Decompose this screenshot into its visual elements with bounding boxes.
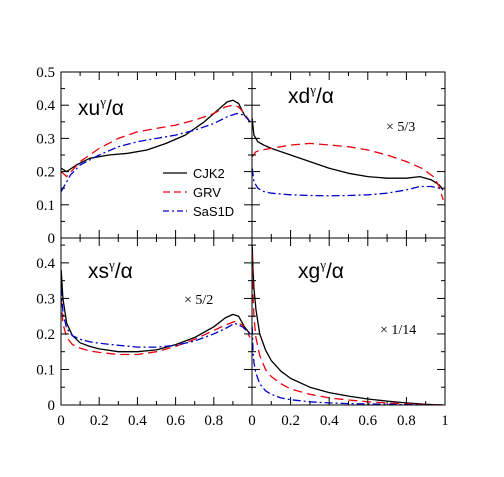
curve-xu-cjk2: [61, 99, 251, 173]
panel-label-sup: γ: [319, 257, 326, 272]
curve-xd-sas1d: [252, 168, 444, 197]
curve-xg-cjk2: [252, 245, 444, 405]
x-tick-label-xg: 1: [441, 413, 449, 429]
panel-label-xs: xsγ/α: [88, 257, 133, 283]
panel-label-main: xu: [78, 97, 100, 120]
panel-label-main: xs: [88, 260, 109, 283]
y-tick-label-xs: 0.2: [36, 327, 55, 343]
x-tick-label-xg: 0.4: [320, 413, 339, 429]
curve-xu-grv: [61, 104, 251, 178]
x-tick-label-xs: 0.6: [166, 413, 185, 429]
y-tick-label-xu: 0.3: [36, 131, 55, 147]
curve-xs-grv: [61, 298, 251, 356]
y-tick-label-xs: 0.4: [36, 256, 55, 272]
scale-note-xd: × 5/3: [386, 120, 415, 135]
y-tick-label-xu: 0: [48, 231, 56, 247]
panel-label-xg: xgγ/α: [298, 257, 344, 283]
panel-xs: 0 0.1 0.2 0.3 0.4 0 0.2 0.4 0.6 0.8 xsγ/α × 5/2: [36, 237, 253, 429]
legend-label-sas1d: SaS1D: [193, 204, 234, 219]
scale-note-xs: × 5/2: [184, 293, 213, 308]
x-tick-label-xs: 0.4: [128, 413, 147, 429]
y-tick-label-xu: 0.5: [36, 65, 55, 81]
panel-xu: 0 0.1 0.2 0.3 0.4 0.5 xuγ/α: [36, 65, 253, 247]
x-tick-label-xs: 0.8: [204, 413, 223, 429]
panel-label-main: xg: [298, 260, 320, 283]
x-tick-label-xg: 0.8: [397, 413, 416, 429]
panel-label-xu: xuγ/α: [78, 94, 124, 120]
curve-xd-grv: [252, 142, 444, 200]
panel-label-sup: γ: [309, 82, 316, 97]
panel-label-xd: xdγ/α: [288, 82, 334, 108]
x-tick-label-xs: 0.2: [90, 413, 109, 429]
panel-label-tail: /α: [316, 85, 334, 108]
panel-label-sup: γ: [108, 257, 115, 272]
panel-label-tail: /α: [326, 260, 344, 283]
x-tick-label-xg: 0: [248, 413, 256, 429]
panel-xg: 0 0.2 0.4 0.6 0.8 1 xgγ/α × 1/14: [248, 237, 449, 429]
x-tick-label-xg: 0.2: [281, 413, 300, 429]
curves-xu: [61, 99, 251, 192]
y-tick-label-xu: 0.1: [36, 198, 55, 214]
panel-label-main: xd: [288, 85, 310, 108]
panel-label-sup: γ: [99, 94, 106, 109]
frame-xd: [251, 71, 446, 239]
curve-xd-cjk2: [252, 118, 444, 191]
panel-label-tail: /α: [106, 97, 124, 120]
curves-xg: [252, 245, 444, 405]
y-tick-label-xu: 0.2: [36, 165, 55, 181]
panel-label-tail: /α: [115, 260, 133, 283]
y-tick-label-xu: 0.4: [36, 98, 55, 114]
legend-label-grv: GRV: [193, 185, 221, 200]
legend: CJK2 GRV SaS1D: [163, 166, 234, 219]
curves-xs: [61, 269, 251, 356]
y-tick-label-xs: 0.3: [36, 291, 55, 307]
curve-xg-sas1d: [252, 326, 444, 405]
curves-xd: [252, 118, 444, 200]
y-tick-label-xs: 0.1: [36, 362, 55, 378]
scale-note-xg: × 1/14: [380, 323, 416, 338]
curve-xg-grv: [252, 252, 444, 405]
legend-label-cjk2: CJK2: [193, 166, 225, 181]
curve-xs-sas1d: [61, 287, 251, 348]
frame-xg: [251, 237, 446, 406]
curve-xu-sas1d: [61, 112, 251, 192]
y-tick-label-xs: 0: [48, 398, 56, 414]
panel-xd: xdγ/α × 5/3: [251, 71, 446, 239]
x-tick-label-xg: 0.6: [358, 413, 377, 429]
x-tick-label-xs: 0: [57, 413, 65, 429]
